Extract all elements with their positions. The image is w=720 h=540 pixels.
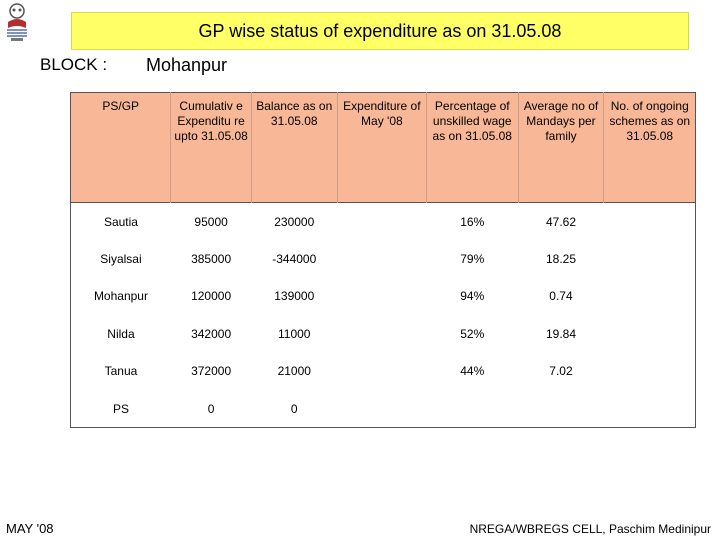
cell-gp-name: Siyalsai (100, 251, 142, 266)
cell-expenditure-may (337, 240, 426, 278)
cell-balance: 0 (290, 401, 298, 416)
cell-gp-name: Nilda (107, 326, 135, 341)
cell-ongoing-schemes (603, 202, 696, 240)
cell-gp-name: Mohanpur (93, 289, 148, 304)
table-row: Siyalsai 385000 -344000 79% 18.25 (71, 240, 696, 278)
cell-percentage-unskilled: 79% (460, 251, 485, 266)
cell-cumulative-expenditure: 95000 (170, 202, 252, 240)
cell-average-mandays: 7.02 (549, 364, 573, 379)
cell-average-mandays: 47.62 (518, 202, 604, 240)
block-label: BLOCK : (40, 55, 108, 74)
cell-cumulative-expenditure: 120000 (191, 289, 232, 304)
cell-average-mandays: 0.74 (549, 289, 573, 304)
column-header-balance: Balance as on 31.05.08 (251, 92, 338, 203)
cell-ongoing-schemes (604, 315, 696, 353)
cell-gp-name: Tanua (104, 364, 138, 379)
cell-balance: -344000 (272, 251, 317, 266)
cell-cumulative-expenditure: 385000 (191, 251, 232, 266)
cell-cumulative-expenditure: 342000 (191, 326, 232, 341)
cell-ongoing-schemes (604, 390, 696, 428)
cell-percentage-unskilled (427, 390, 519, 428)
column-header-average-mandays: Average no of Mandays per family (518, 92, 605, 203)
cell-balance: 230000 (251, 202, 338, 240)
page-title: GP wise status of expenditure as on 31.0… (71, 12, 689, 50)
cell-average-mandays: 18.25 (545, 251, 576, 266)
table-row: Nilda 342000 11000 52% 19.84 (71, 315, 696, 353)
cell-expenditure-may (337, 202, 427, 240)
table-row: Mohanpur 120000 139000 94% 0.74 (71, 278, 696, 316)
column-header-percentage-unskilled-wage: Percentage of unskilled wage as on 31.05… (426, 92, 519, 203)
table-row: PS 0 0 (71, 390, 696, 428)
cell-ongoing-schemes (604, 240, 696, 278)
cell-ongoing-schemes (604, 353, 696, 391)
cell-average-mandays: 19.84 (545, 326, 576, 341)
cell-cumulative-expenditure: 372000 (191, 364, 232, 379)
expenditure-table: PS/GP Cumulativ e Expenditu re upto 31.0… (70, 92, 696, 428)
table-header-row: PS/GP Cumulativ e Expenditu re upto 31.0… (70, 92, 696, 203)
column-header-cumulative-expenditure: Cumulativ e Expenditu re upto 31.05.08 (170, 92, 252, 203)
emblem-logo (2, 2, 32, 42)
cell-expenditure-may (337, 278, 426, 316)
cell-expenditure-may (337, 353, 426, 391)
block-value: Mohanpur (146, 55, 228, 75)
table-row: Sautia 95000 230000 16% 47.62 (70, 202, 696, 240)
cell-expenditure-may (337, 315, 426, 353)
column-header-ongoing-schemes: No. of ongoing schemes as on 31.05.08 (603, 92, 696, 203)
column-header-ps-gp: PS/GP (70, 92, 172, 203)
cell-gp-name: PS (112, 401, 129, 416)
cell-cumulative-expenditure: 0 (207, 401, 215, 416)
cell-balance: 21000 (277, 364, 311, 379)
cell-percentage-unskilled: 94% (460, 289, 485, 304)
cell-average-mandays (518, 390, 604, 428)
footer-credit: NREGA/WBREGS CELL, Paschim Medinipur (469, 522, 711, 536)
cell-percentage-unskilled: 44% (460, 364, 485, 379)
cell-balance: 11000 (278, 326, 311, 341)
cell-expenditure-may (337, 390, 426, 428)
cell-ongoing-schemes (604, 278, 696, 316)
footer-date: MAY '08 (6, 521, 54, 536)
cell-gp-name: Sautia (70, 202, 171, 240)
table-row: Tanua 372000 21000 44% 7.02 (71, 353, 696, 391)
cell-percentage-unskilled: 52% (460, 326, 485, 341)
cell-percentage-unskilled: 16% (426, 202, 519, 240)
column-header-expenditure-may: Expenditure of May '08 (337, 92, 428, 203)
cell-balance: 139000 (274, 289, 315, 304)
